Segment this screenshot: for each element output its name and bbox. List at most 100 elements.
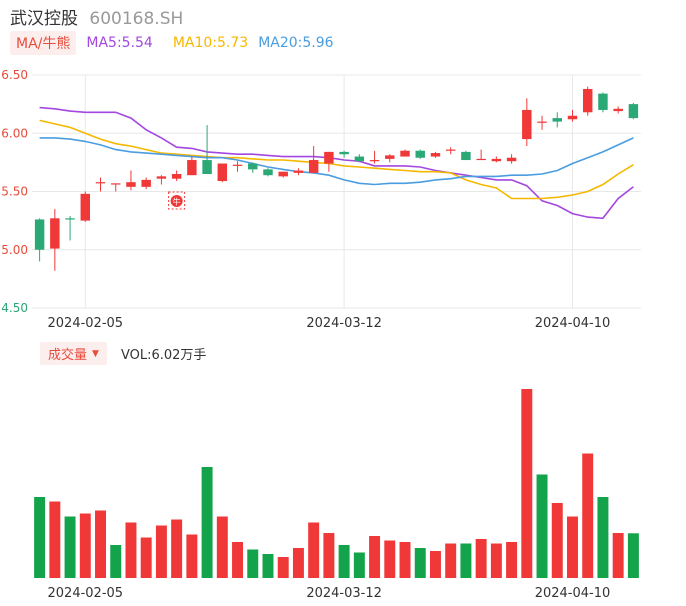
volume-bar — [262, 554, 274, 578]
volume-date-tick-label: 2024-02-05 — [48, 586, 124, 601]
candle-body — [308, 160, 319, 173]
volume-bar — [612, 533, 624, 578]
candle-body — [506, 157, 517, 162]
volume-button-label: 成交量 — [48, 348, 88, 363]
volume-bar — [429, 551, 441, 578]
volume-bar — [323, 533, 335, 578]
candle-body — [248, 163, 258, 170]
candle-body — [293, 170, 304, 173]
candle-body — [537, 121, 547, 123]
candle-body — [80, 193, 91, 221]
volume-bar — [155, 525, 167, 578]
volume-legend: 成交量 ▼ VOL:6.02万手 — [40, 342, 206, 365]
price-tick-label: 4.50 — [1, 301, 28, 315]
price-tick-label: 5.50 — [1, 185, 28, 199]
price-tick-label: 5.00 — [1, 243, 28, 257]
volume-bar — [353, 552, 365, 578]
ma20-label: MA20:5.96 — [258, 35, 334, 51]
volume-bar — [490, 543, 502, 578]
price-tick-label: 6.00 — [1, 126, 28, 140]
volume-bar — [201, 467, 213, 578]
candle-body — [354, 156, 365, 162]
volume-bar — [232, 542, 244, 578]
volume-bar — [125, 522, 137, 578]
volume-bar — [384, 540, 396, 578]
volume-bar — [247, 549, 259, 578]
candle-body — [324, 151, 334, 164]
candle-body — [445, 149, 456, 151]
candle-body — [522, 109, 532, 140]
volume-bar — [627, 533, 639, 578]
ma5-line — [39, 106, 634, 220]
volume-bar — [460, 543, 472, 578]
candle-body — [476, 158, 486, 161]
volume-bar — [49, 501, 61, 578]
candle-body — [400, 150, 410, 157]
volume-bar — [597, 497, 609, 578]
candle-body — [567, 115, 578, 120]
volume-bar — [34, 497, 46, 578]
volume-bar — [186, 534, 198, 578]
candle-body — [385, 155, 395, 159]
caret-down-icon: ▼ — [92, 348, 99, 359]
candle-body — [278, 171, 288, 177]
stock-name: 武汉控股 — [10, 9, 78, 29]
candle-body — [339, 151, 349, 155]
volume-value: VOL:6.02万手 — [120, 348, 207, 363]
candle-body — [263, 169, 273, 176]
candle-body — [628, 104, 639, 119]
candle-body — [232, 164, 243, 166]
volume-bar — [551, 503, 563, 578]
candle-body — [141, 179, 151, 187]
price-tick-label: 6.50 — [1, 68, 28, 82]
candle-body — [461, 151, 471, 161]
volume-date-tick-label: 2024-04-10 — [535, 586, 611, 601]
candle-body — [111, 183, 121, 185]
candle-body — [598, 93, 608, 110]
date-tick-label: 2024-02-05 — [48, 316, 124, 331]
ma-legend: MA/牛熊 MA5:5.54 MA10:5.73 MA20:5.96 — [10, 31, 334, 55]
volume-bar — [216, 516, 228, 578]
date-tick-label: 2024-04-10 — [535, 316, 611, 331]
candle-body — [50, 218, 60, 249]
candle-body — [34, 219, 45, 250]
volume-bar — [369, 536, 381, 578]
ma10-label: MA10:5.73 — [172, 35, 249, 51]
volume-bar — [308, 522, 320, 578]
ma10-line — [39, 119, 634, 200]
bull-marker-frame — [168, 191, 186, 210]
candle-body — [65, 218, 75, 220]
volume-date-tick-label: 2024-03-12 — [306, 586, 382, 601]
volume-bar — [171, 519, 183, 578]
volume-toggle-button[interactable]: 成交量 ▼ — [40, 342, 107, 365]
candle-body — [156, 176, 167, 179]
volume-bar — [79, 513, 91, 578]
volume-bar — [536, 474, 548, 578]
volume-bar — [521, 389, 533, 578]
volume-bar — [475, 539, 487, 578]
ma20-line — [39, 137, 634, 186]
stock-title: 武汉控股 600168.SH — [10, 4, 183, 29]
volume-bar — [399, 542, 411, 578]
volume-bar — [414, 548, 426, 578]
candle-body — [552, 118, 562, 122]
volume-bar — [277, 557, 289, 578]
candle-body — [491, 158, 502, 162]
ma5-label: MA5:5.54 — [86, 35, 153, 51]
candle-body — [430, 153, 441, 157]
bull-marker-label: 牛 — [173, 197, 181, 207]
volume-bar — [95, 510, 106, 578]
candle-body — [95, 182, 106, 184]
candle-body — [171, 174, 182, 179]
candle-body — [202, 160, 212, 175]
date-tick-label: 2024-03-12 — [306, 316, 382, 331]
volume-bar — [140, 537, 152, 578]
stock-code: 600168.SH — [89, 9, 184, 29]
candle-body — [582, 88, 593, 113]
ma-toggle-button[interactable]: MA/牛熊 — [10, 31, 77, 55]
volume-bar — [567, 516, 578, 578]
bull-marker-icon — [170, 195, 183, 208]
volume-bar — [64, 516, 76, 578]
volume-bar — [338, 545, 350, 578]
